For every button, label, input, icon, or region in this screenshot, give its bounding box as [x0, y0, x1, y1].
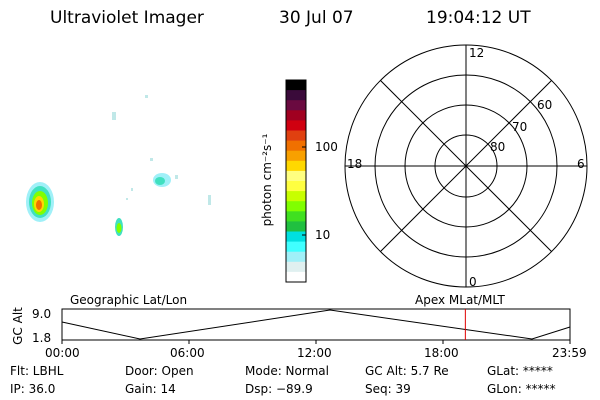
status-door: Door: Open — [125, 364, 194, 378]
colorbar-segment — [286, 191, 306, 202]
colorbar-segment — [286, 251, 306, 263]
status-gc-alt: GC Alt: 5.7 Re — [365, 364, 449, 378]
colorbar-segment — [286, 110, 306, 121]
colorbar-tick-10: 10 — [315, 228, 331, 242]
lat-label-60: 60 — [537, 98, 553, 112]
timeline-right-title: Apex MLat/MLT — [415, 293, 505, 307]
colorbar-segment — [286, 201, 306, 212]
aurora-speckles — [112, 95, 211, 205]
colorbar-tick-100: 100 — [315, 140, 338, 154]
aurora-blob-large — [26, 182, 54, 222]
colorbar-segment — [286, 231, 306, 243]
status-gain: Gain: 14 — [125, 382, 176, 396]
timeline-frame — [61, 308, 571, 341]
polar-diagonal-2 — [380, 80, 552, 252]
timeline-xtick-1200: 12:00 — [297, 346, 332, 360]
timeline-left-title: Geographic Lat/Lon — [70, 293, 188, 307]
aurora-blob-small — [115, 218, 123, 236]
aurora-blob-mid — [153, 173, 171, 187]
mlt-label-0: 0 — [469, 275, 477, 289]
colorbar-segment — [286, 211, 306, 222]
status-glat: GLat: ***** — [487, 364, 553, 378]
colorbar-segment — [286, 271, 306, 283]
status-mode: Mode: Normal — [245, 364, 329, 378]
colorbar-segment — [286, 261, 306, 273]
timeline-xtick-0600: 06:00 — [170, 346, 205, 360]
colorbar-segment — [286, 140, 306, 152]
colorbar-segment — [286, 170, 306, 182]
timeline-ytick-9: 9.0 — [32, 307, 52, 321]
colorbar-segment — [286, 181, 306, 192]
colorbar-segment — [286, 90, 306, 101]
timeline-ytick-1-8: 1.8 — [32, 331, 52, 345]
colorbar-segment — [286, 160, 306, 172]
colorbar-segment — [286, 221, 306, 232]
lat-label-80: 80 — [490, 140, 506, 154]
colorbar-segment — [286, 150, 306, 162]
colorbar-segment — [286, 120, 306, 131]
status-filter: Flt: LBHL — [10, 364, 64, 378]
timeline-xtick-2359: 23:59 — [552, 346, 587, 360]
mlt-label-12: 12 — [469, 46, 485, 60]
timeline-xtick-1800: 18:00 — [424, 346, 459, 360]
status-seq: Seq: 39 — [365, 382, 411, 396]
mlt-label-6: 6 — [577, 157, 585, 171]
mlt-label-18: 18 — [347, 157, 363, 171]
status-glon: GLon: ***** — [487, 382, 556, 396]
date-label: 30 Jul 07 — [279, 8, 354, 28]
colorbar-segment — [286, 241, 306, 253]
lat-label-70: 70 — [512, 120, 528, 134]
app-title: Ultraviolet Imager — [50, 8, 204, 28]
status-dsp: Dsp: −89.9 — [245, 382, 313, 396]
colorbar-segment — [286, 80, 306, 91]
time-label: 19:04:12 UT — [426, 8, 531, 28]
colorbar-segment — [286, 100, 306, 111]
altitude-curve — [61, 309, 571, 340]
colorbar-frame — [285, 79, 307, 283]
status-ip: IP: 36.0 — [10, 382, 56, 396]
colorbar-segment — [286, 130, 306, 142]
timeline-xtick-0000: 00:00 — [45, 346, 80, 360]
